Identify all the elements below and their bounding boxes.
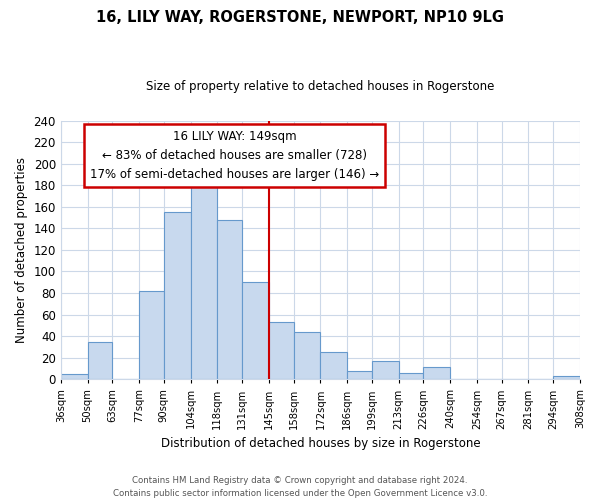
Bar — [424, 368, 450, 380]
Bar — [164, 212, 191, 380]
Bar — [217, 220, 242, 380]
Y-axis label: Number of detached properties: Number of detached properties — [15, 157, 28, 343]
Bar — [242, 282, 269, 380]
Bar — [269, 322, 293, 380]
Bar — [191, 164, 217, 380]
Title: Size of property relative to detached houses in Rogerstone: Size of property relative to detached ho… — [146, 80, 494, 93]
Bar — [372, 361, 398, 380]
Text: 16 LILY WAY: 149sqm
← 83% of detached houses are smaller (728)
17% of semi-detac: 16 LILY WAY: 149sqm ← 83% of detached ho… — [90, 130, 379, 180]
X-axis label: Distribution of detached houses by size in Rogerstone: Distribution of detached houses by size … — [161, 437, 480, 450]
Bar — [88, 342, 112, 380]
Text: Contains HM Land Registry data © Crown copyright and database right 2024.
Contai: Contains HM Land Registry data © Crown c… — [113, 476, 487, 498]
Bar — [61, 374, 88, 380]
Bar — [320, 352, 347, 380]
Text: 16, LILY WAY, ROGERSTONE, NEWPORT, NP10 9LG: 16, LILY WAY, ROGERSTONE, NEWPORT, NP10 … — [96, 10, 504, 25]
Bar — [139, 291, 164, 380]
Bar — [398, 373, 424, 380]
Bar — [553, 376, 580, 380]
Bar — [347, 370, 372, 380]
Bar — [293, 332, 320, 380]
